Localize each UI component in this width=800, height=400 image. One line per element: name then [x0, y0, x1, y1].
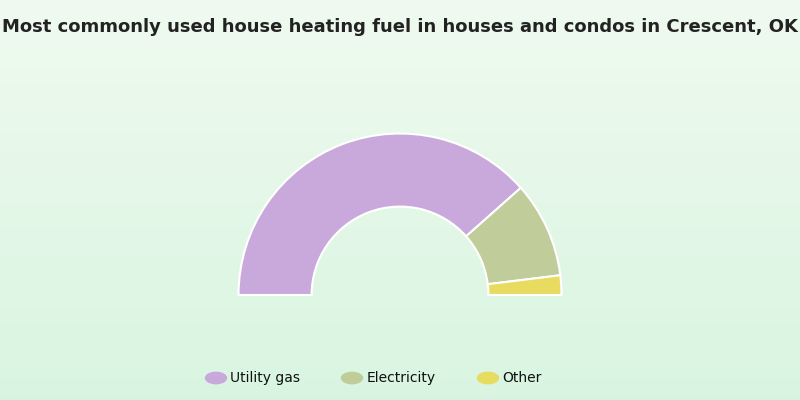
Text: Utility gas: Utility gas — [230, 371, 301, 385]
Wedge shape — [488, 275, 562, 295]
Text: Most commonly used house heating fuel in houses and condos in Crescent, OK: Most commonly used house heating fuel in… — [2, 18, 798, 36]
Wedge shape — [466, 188, 560, 284]
Wedge shape — [238, 134, 521, 295]
Text: Electricity: Electricity — [366, 371, 435, 385]
Text: Other: Other — [502, 371, 542, 385]
